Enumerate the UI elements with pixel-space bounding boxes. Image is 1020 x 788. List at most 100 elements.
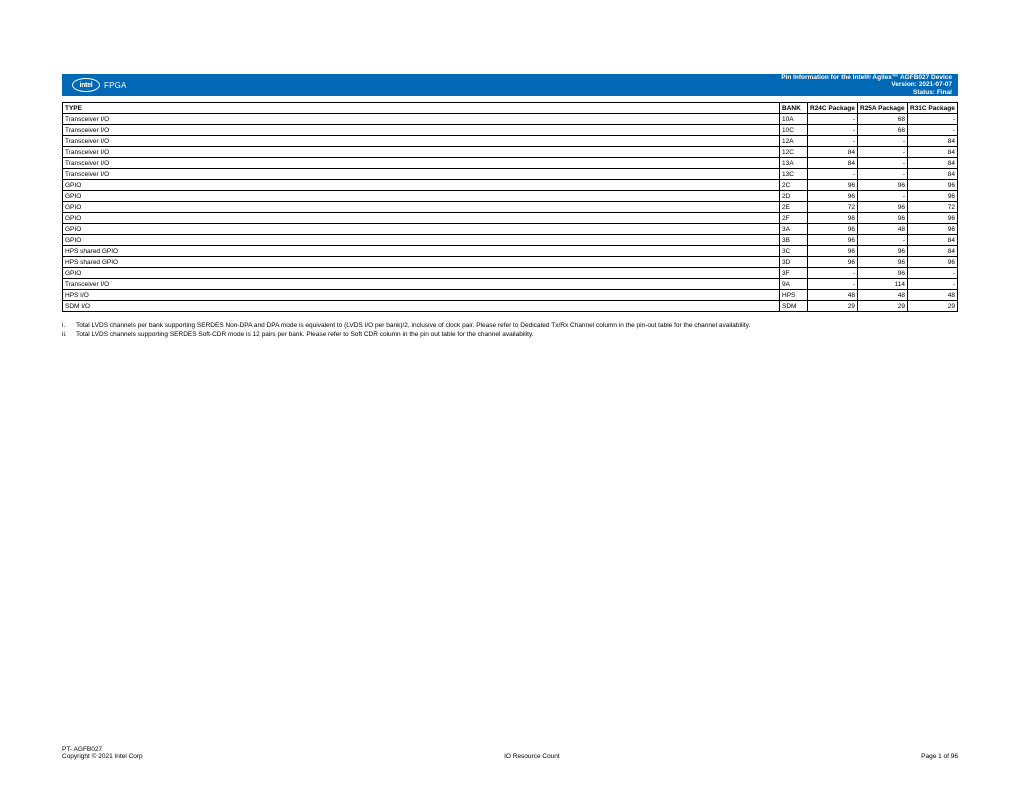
table-row: HPS shared GPIO3D969696 <box>63 257 958 268</box>
table-cell: 29 <box>808 301 858 312</box>
table-cell: - <box>858 191 908 202</box>
table-cell: 84 <box>808 158 858 169</box>
table-cell: - <box>808 268 858 279</box>
table-row: GPIO2D96-96 <box>63 191 958 202</box>
page-footer: PT- AGFB027 Copyright © 2021 Intel Corp … <box>62 746 958 760</box>
table-cell: HPS I/O <box>63 290 780 301</box>
table-row: Transceiver I/O10C-68- <box>63 125 958 136</box>
table-cell: - <box>858 136 908 147</box>
table-cell: 72 <box>808 202 858 213</box>
table-row: GPIO2C969696 <box>63 180 958 191</box>
table-cell: Transceiver I/O <box>63 158 780 169</box>
footer-page: Page 1 of 96 <box>921 753 958 760</box>
table-cell: 3B <box>780 235 808 246</box>
table-cell: 2E <box>780 202 808 213</box>
table-cell: 10C <box>780 125 808 136</box>
table-cell: 3D <box>780 257 808 268</box>
col-r24c-header: R24C Package <box>808 103 858 114</box>
table-cell: 84 <box>808 147 858 158</box>
footnotes: i. Total LVDS channels per bank supportin… <box>62 322 958 340</box>
table-cell: HPS <box>780 290 808 301</box>
table-header-row: TYPE BANK R24C Package R25A Package R31C… <box>63 103 958 114</box>
table-cell: 96 <box>858 213 908 224</box>
table-cell: 96 <box>858 246 908 257</box>
table-cell: Transceiver I/O <box>63 147 780 158</box>
col-r25a-header: R25A Package <box>858 103 908 114</box>
table-cell: 72 <box>908 202 958 213</box>
table-cell: 84 <box>908 169 958 180</box>
table-cell: - <box>858 169 908 180</box>
table-cell: GPIO <box>63 202 780 213</box>
table-cell: 48 <box>858 224 908 235</box>
table-cell: 96 <box>808 180 858 191</box>
table-row: GPIO3F-96- <box>63 268 958 279</box>
table-cell: 3A <box>780 224 808 235</box>
table-cell: HPS shared GPIO <box>63 257 780 268</box>
table-cell: 10A <box>780 114 808 125</box>
table-cell: 48 <box>908 290 958 301</box>
table-cell: 84 <box>908 158 958 169</box>
table-cell: - <box>808 279 858 290</box>
footnote-num: ii. <box>62 331 72 340</box>
table-cell: 96 <box>808 235 858 246</box>
table-cell: 96 <box>908 213 958 224</box>
table-cell: 96 <box>908 191 958 202</box>
table-cell: 84 <box>908 136 958 147</box>
footer-copyright: Copyright © 2021 Intel Corp <box>62 753 143 760</box>
table-cell: 96 <box>808 257 858 268</box>
table-row: HPS shared GPIO3C969684 <box>63 246 958 257</box>
table-cell: 68 <box>858 125 908 136</box>
table-cell: GPIO <box>63 235 780 246</box>
table-cell: - <box>808 125 858 136</box>
table-cell: 12C <box>780 147 808 158</box>
table-cell: 3C <box>780 246 808 257</box>
table-cell: - <box>808 114 858 125</box>
table-cell: GPIO <box>63 191 780 202</box>
table-cell: 96 <box>808 213 858 224</box>
table-row: HPS I/OHPS484848 <box>63 290 958 301</box>
table-cell: GPIO <box>63 213 780 224</box>
table-row: Transceiver I/O9A-114- <box>63 279 958 290</box>
table-cell: - <box>858 158 908 169</box>
logo-block: intel FPGA <box>72 78 127 92</box>
footer-left: PT- AGFB027 Copyright © 2021 Intel Corp <box>62 746 143 760</box>
table-cell: HPS shared GPIO <box>63 246 780 257</box>
table-cell: 96 <box>808 246 858 257</box>
table-cell: 13C <box>780 169 808 180</box>
table-cell: 3F <box>780 268 808 279</box>
table-row: Transceiver I/O12C84-84 <box>63 147 958 158</box>
table-cell: 29 <box>908 301 958 312</box>
table-cell: 2C <box>780 180 808 191</box>
table-cell: - <box>808 169 858 180</box>
footnote-text: Total LVDS channels per bank supporting … <box>76 322 750 331</box>
table-cell: 96 <box>858 202 908 213</box>
table-cell: Transceiver I/O <box>63 279 780 290</box>
document-header: intel FPGA Pin Information for the Intel… <box>62 74 958 96</box>
table-cell: 114 <box>858 279 908 290</box>
doc-title: Pin Information for the Intel® Agilex™ A… <box>781 74 952 81</box>
table-cell: 96 <box>858 268 908 279</box>
table-cell: - <box>908 125 958 136</box>
fpga-label: FPGA <box>104 81 127 90</box>
table-row: Transceiver I/O12A--84 <box>63 136 958 147</box>
doc-version: Version: 2021-07-07 <box>781 81 952 88</box>
table-cell: 96 <box>908 180 958 191</box>
footnote-num: i. <box>62 322 72 331</box>
io-resource-table: TYPE BANK R24C Package R25A Package R31C… <box>62 102 958 312</box>
table-cell: Transceiver I/O <box>63 114 780 125</box>
header-meta: Pin Information for the Intel® Agilex™ A… <box>781 74 952 96</box>
table-row: GPIO3B96-84 <box>63 235 958 246</box>
table-row: GPIO3A964896 <box>63 224 958 235</box>
table-cell: 84 <box>908 147 958 158</box>
table-cell: - <box>908 268 958 279</box>
table-cell: 96 <box>858 180 908 191</box>
table-cell: 84 <box>908 235 958 246</box>
col-type-header: TYPE <box>63 103 780 114</box>
table-row: Transceiver I/O13A84-84 <box>63 158 958 169</box>
footer-center: IO Resource Count <box>143 753 921 760</box>
table-cell: Transceiver I/O <box>63 125 780 136</box>
table-cell: Transceiver I/O <box>63 136 780 147</box>
table-cell: - <box>858 235 908 246</box>
col-bank-header: BANK <box>780 103 808 114</box>
table-row: SDM I/OSDM292929 <box>63 301 958 312</box>
